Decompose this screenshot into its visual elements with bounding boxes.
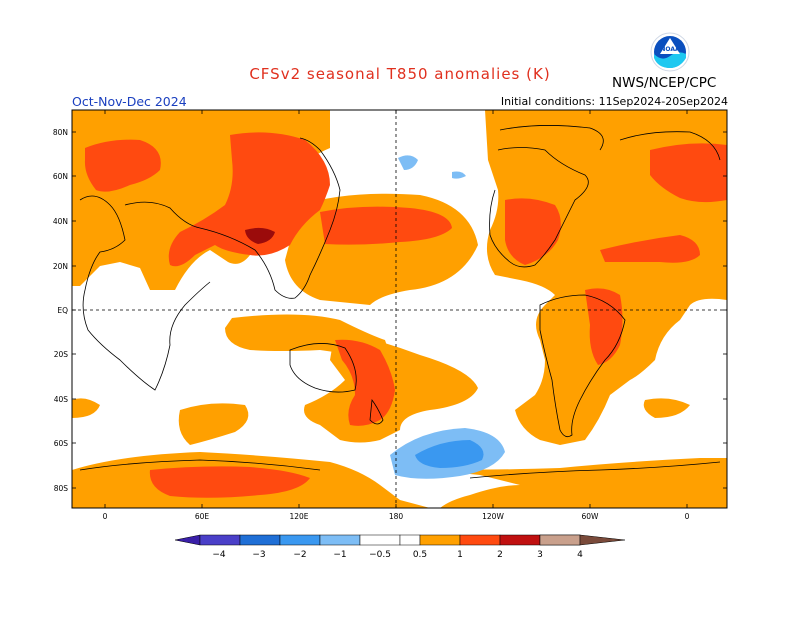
lon-tick-label: 120E	[289, 512, 308, 521]
lat-tick-label: 20N	[53, 262, 68, 271]
colorbar-swatch	[279, 534, 321, 546]
colorbar-tick-label: 1	[457, 550, 463, 560]
colorbar: −4 −3 −2 −1 −0.5 0.5 1 2 3 4	[174, 534, 626, 560]
colorbar-high-arrow	[579, 534, 626, 546]
map-title: CFSv2 seasonal T850 anomalies (K)	[249, 65, 551, 83]
colorbar-swatch	[419, 534, 461, 546]
colorbar-tick-label: −4	[212, 550, 226, 560]
lat-tick-label: 40N	[53, 217, 68, 226]
lat-tick-label: 80S	[54, 484, 69, 493]
noaa-logo-text: NOAA	[660, 46, 680, 53]
longitude-axis: 0 60E 120E 180 120W 60W 0	[103, 110, 690, 521]
colorbar-swatch	[499, 534, 541, 546]
lon-tick-label: 0	[685, 512, 690, 521]
colorbar-tick-label: −3	[252, 550, 265, 560]
noaa-logo-icon: NOAA	[650, 32, 690, 72]
colorbar-swatch	[239, 534, 281, 546]
colorbar-tick-label: 0.5	[413, 550, 427, 560]
colorbar-tick-label: −0.5	[369, 550, 391, 560]
colorbar-low-arrow	[174, 534, 201, 546]
initial-conditions-label: Initial conditions: 11Sep2024-20Sep2024	[500, 95, 728, 108]
lat-tick-label: 60N	[53, 172, 68, 181]
colorbar-swatch	[319, 534, 361, 546]
lon-tick-label: 0	[103, 512, 108, 521]
anomaly-field	[72, 110, 727, 508]
agency-label: NWS/NCEP/CPC	[612, 75, 717, 91]
lat-tick-label: 20S	[54, 350, 69, 359]
anomaly-2-3-region	[245, 227, 275, 244]
lon-tick-label: 180	[389, 512, 404, 521]
season-label: Oct-Nov-Dec 2024	[72, 94, 187, 109]
colorbar-tick-label: −2	[293, 550, 306, 560]
lon-tick-label: 120W	[482, 512, 504, 521]
colorbar-swatch	[399, 534, 421, 546]
colorbar-tick-label: −1	[333, 550, 346, 560]
colorbar-tick-label: 3	[537, 550, 543, 560]
lon-tick-label: 60W	[582, 512, 600, 521]
colorbar-swatch	[459, 534, 501, 546]
colorbar-swatch	[199, 534, 241, 546]
negative-anomaly-region	[390, 155, 505, 479]
lat-tick-label: 80N	[53, 128, 68, 137]
colorbar-tick-label: 4	[577, 550, 583, 560]
latitude-axis: 80N 60N 40N 20N EQ 20S 40S 60S 80S	[53, 128, 727, 493]
anomaly-1-2-region	[84, 132, 727, 498]
coastlines	[79, 125, 721, 479]
lat-tick-label: EQ	[57, 306, 68, 315]
lon-tick-label: 60E	[195, 512, 210, 521]
colorbar-swatch	[539, 534, 581, 546]
lat-tick-label: 60S	[54, 439, 69, 448]
lat-tick-label: 40S	[54, 395, 69, 404]
map-frame	[71, 109, 728, 509]
colorbar-tick-label: 2	[497, 550, 503, 560]
colorbar-swatch	[359, 534, 401, 546]
